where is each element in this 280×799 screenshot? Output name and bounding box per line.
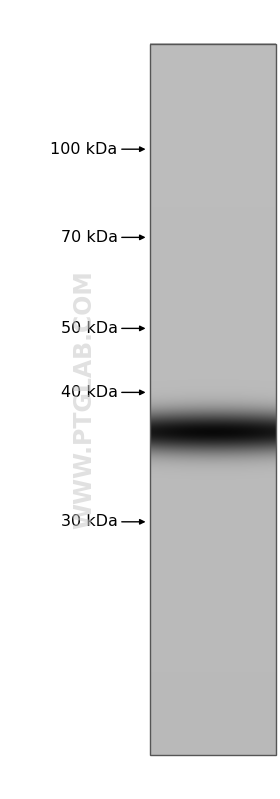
- Text: 100 kDa: 100 kDa: [50, 141, 118, 157]
- Text: 70 kDa: 70 kDa: [60, 230, 118, 244]
- Text: 30 kDa: 30 kDa: [61, 515, 118, 529]
- Text: WWW.PTGLAB.COM: WWW.PTGLAB.COM: [72, 270, 96, 529]
- Text: 40 kDa: 40 kDa: [60, 385, 118, 400]
- Text: 50 kDa: 50 kDa: [60, 321, 118, 336]
- Bar: [150, 44, 276, 755]
